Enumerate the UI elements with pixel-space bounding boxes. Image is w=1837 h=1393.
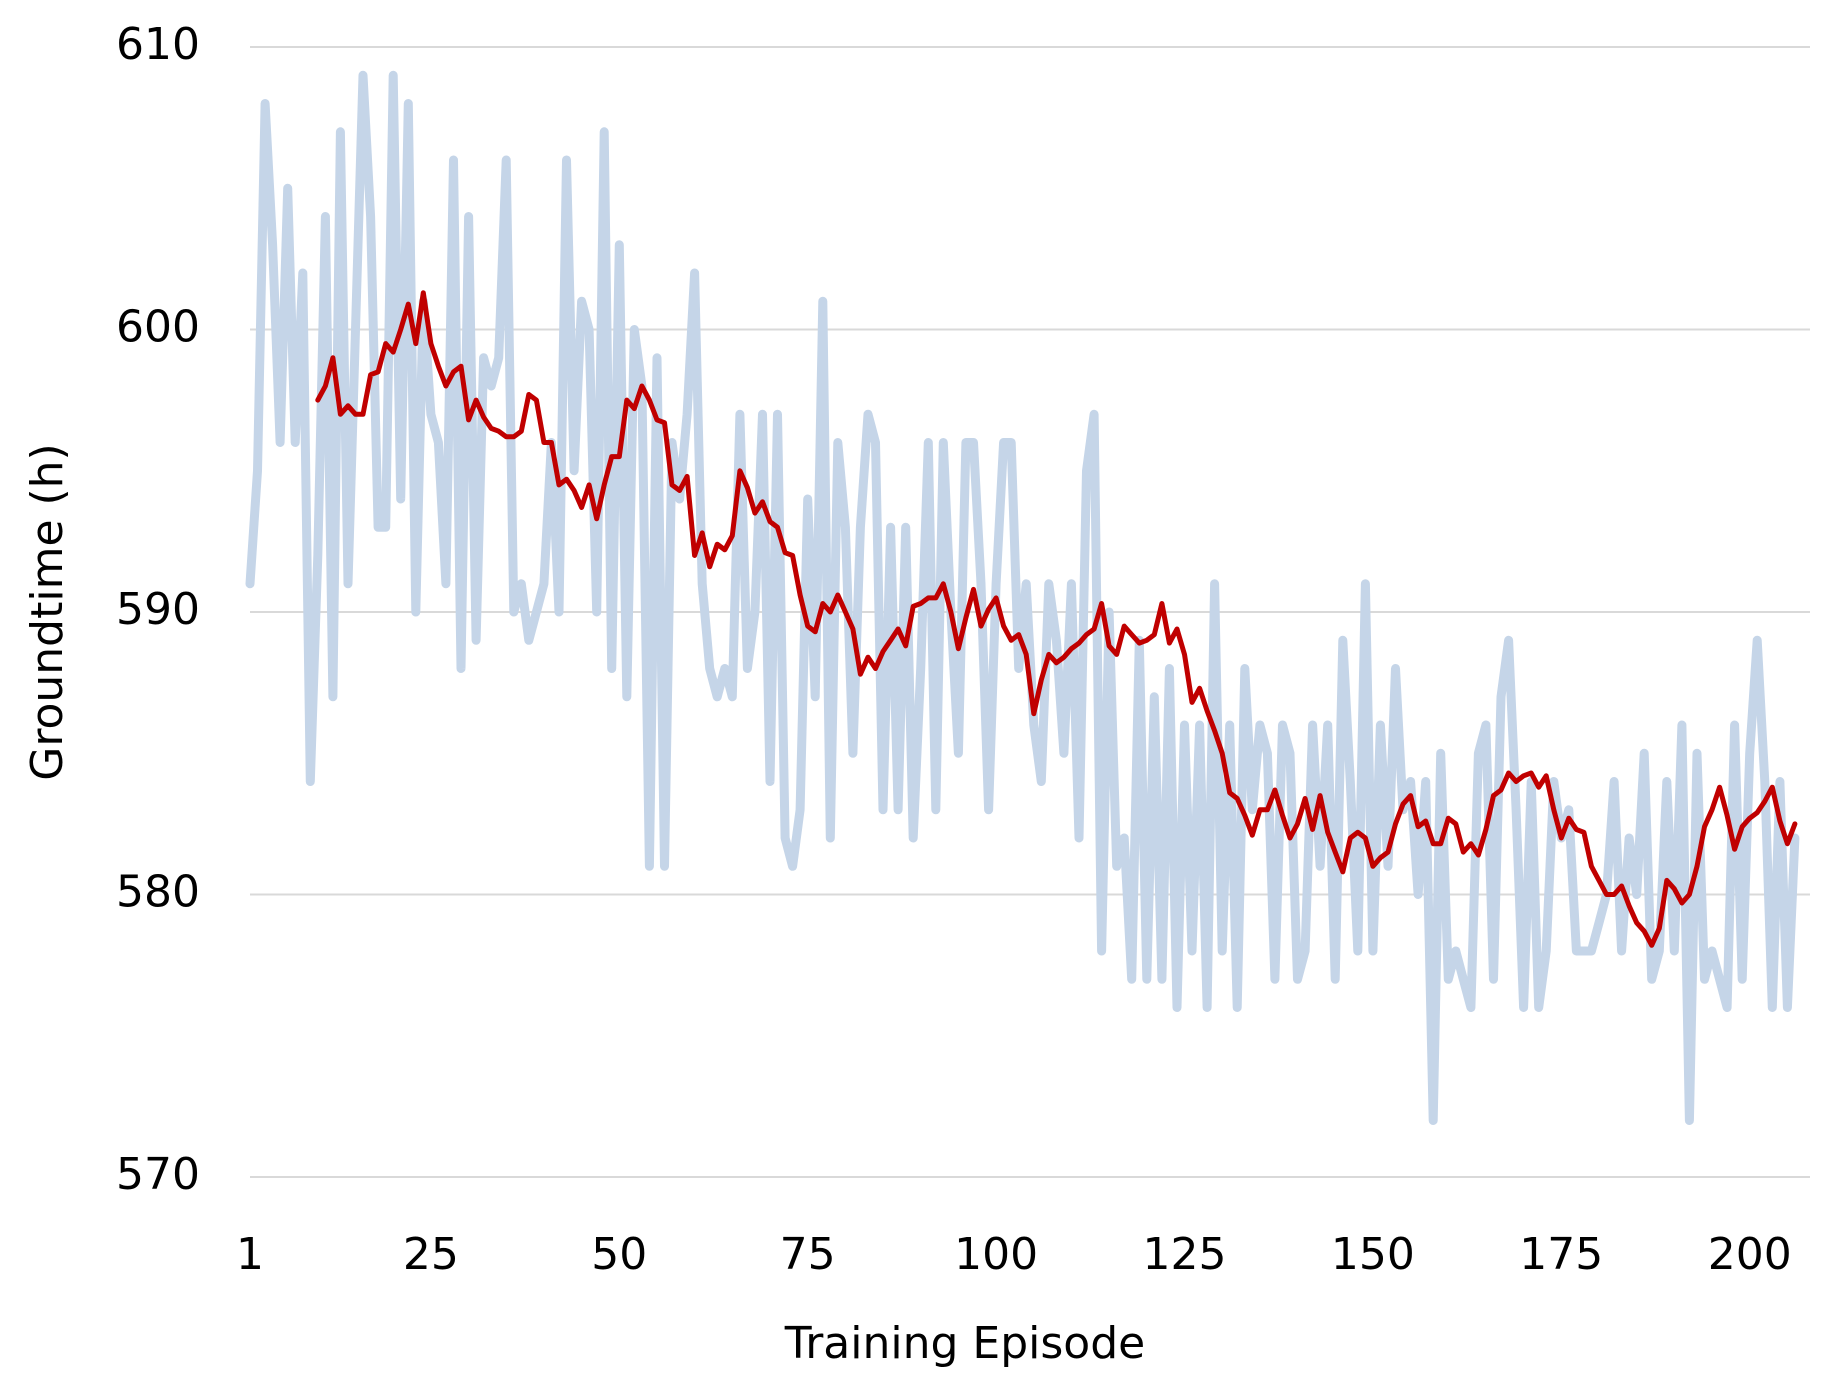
y-tick-label: 590: [116, 584, 200, 635]
x-tick-label: 25: [403, 1229, 459, 1280]
y-tick-label: 610: [116, 19, 200, 70]
x-tick-label: 100: [954, 1229, 1038, 1280]
x-tick-label: 50: [591, 1229, 647, 1280]
x-tick-label: 75: [780, 1229, 836, 1280]
x-tick-label: 150: [1331, 1229, 1415, 1280]
y-tick-label: 600: [116, 302, 200, 353]
series-line: [245, 70, 1800, 1125]
x-tick-label: 125: [1143, 1229, 1227, 1280]
x-tick-label: 175: [1519, 1229, 1603, 1280]
y-tick-label: 580: [116, 867, 200, 918]
x-tick-label: 200: [1708, 1229, 1792, 1280]
x-tick-label: 1: [236, 1229, 264, 1280]
series-line: [315, 290, 1798, 948]
y-axis-title: Groundtime (h): [22, 443, 73, 780]
y-tick-label: 570: [116, 1149, 200, 1200]
x-axis-title: Training Episode: [784, 1318, 1145, 1369]
